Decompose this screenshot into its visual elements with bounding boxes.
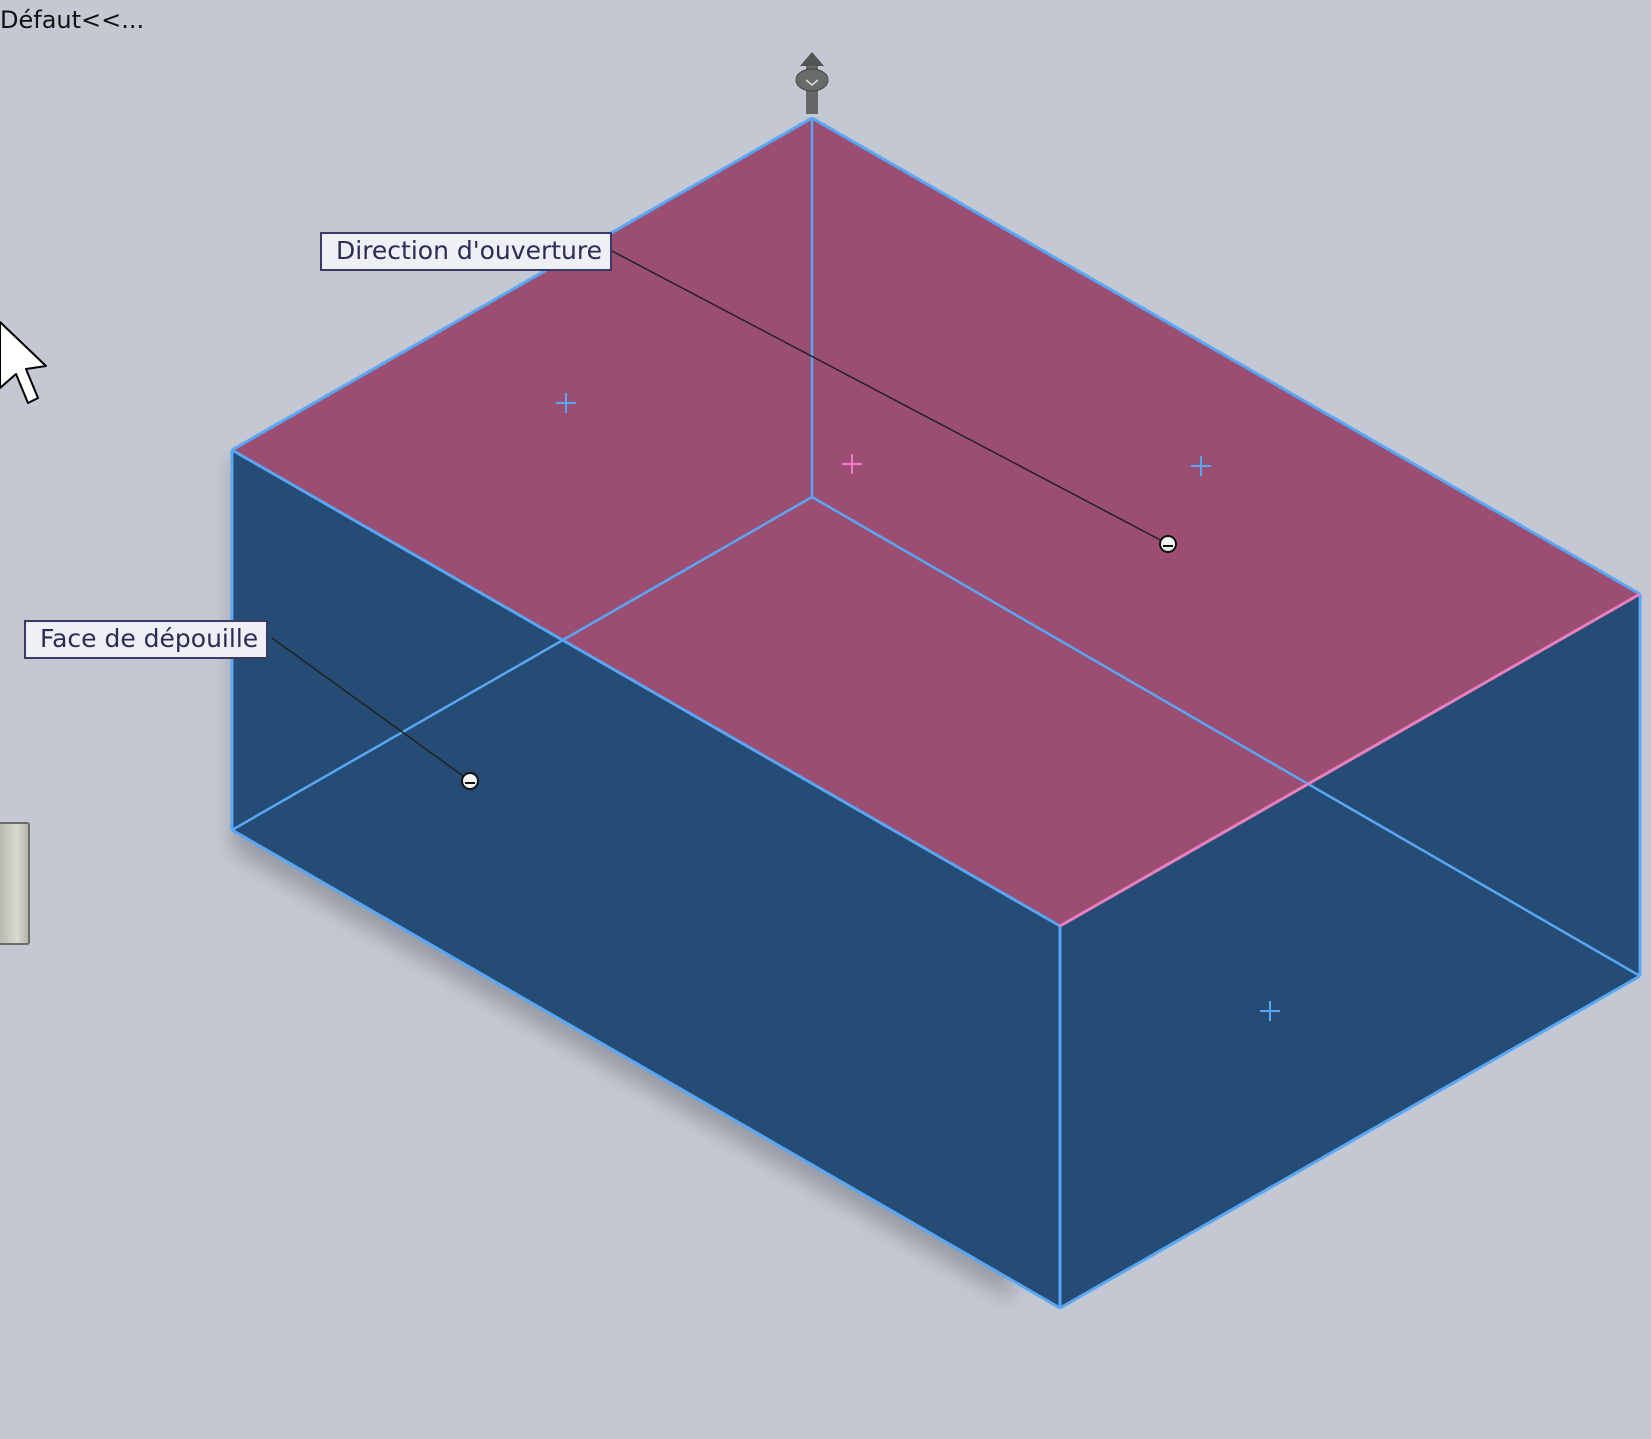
- selected-edge: [1059, 592, 1641, 928]
- draft-face-callout[interactable]: Face de dépouille: [24, 620, 269, 659]
- side-panel-handle[interactable]: [0, 822, 30, 945]
- leader-lines: [271, 250, 1169, 782]
- face-left-front[interactable]: [232, 450, 1060, 1308]
- up-arrow-icon[interactable]: [795, 52, 829, 114]
- mouse-pointer-icon: [0, 321, 47, 404]
- visible-edges: [230, 116, 1642, 1310]
- leader-anchor-points: [461, 535, 1177, 790]
- face-markers: [556, 393, 1280, 1021]
- hidden-edges: [231, 118, 1641, 978]
- face-top-selected[interactable]: [232, 118, 1640, 926]
- configuration-label: Défaut<<...: [0, 6, 145, 34]
- face-right-front[interactable]: [1060, 594, 1640, 1308]
- pull-direction-callout[interactable]: Direction d'ouverture: [320, 232, 612, 271]
- origin-marker: [842, 454, 862, 474]
